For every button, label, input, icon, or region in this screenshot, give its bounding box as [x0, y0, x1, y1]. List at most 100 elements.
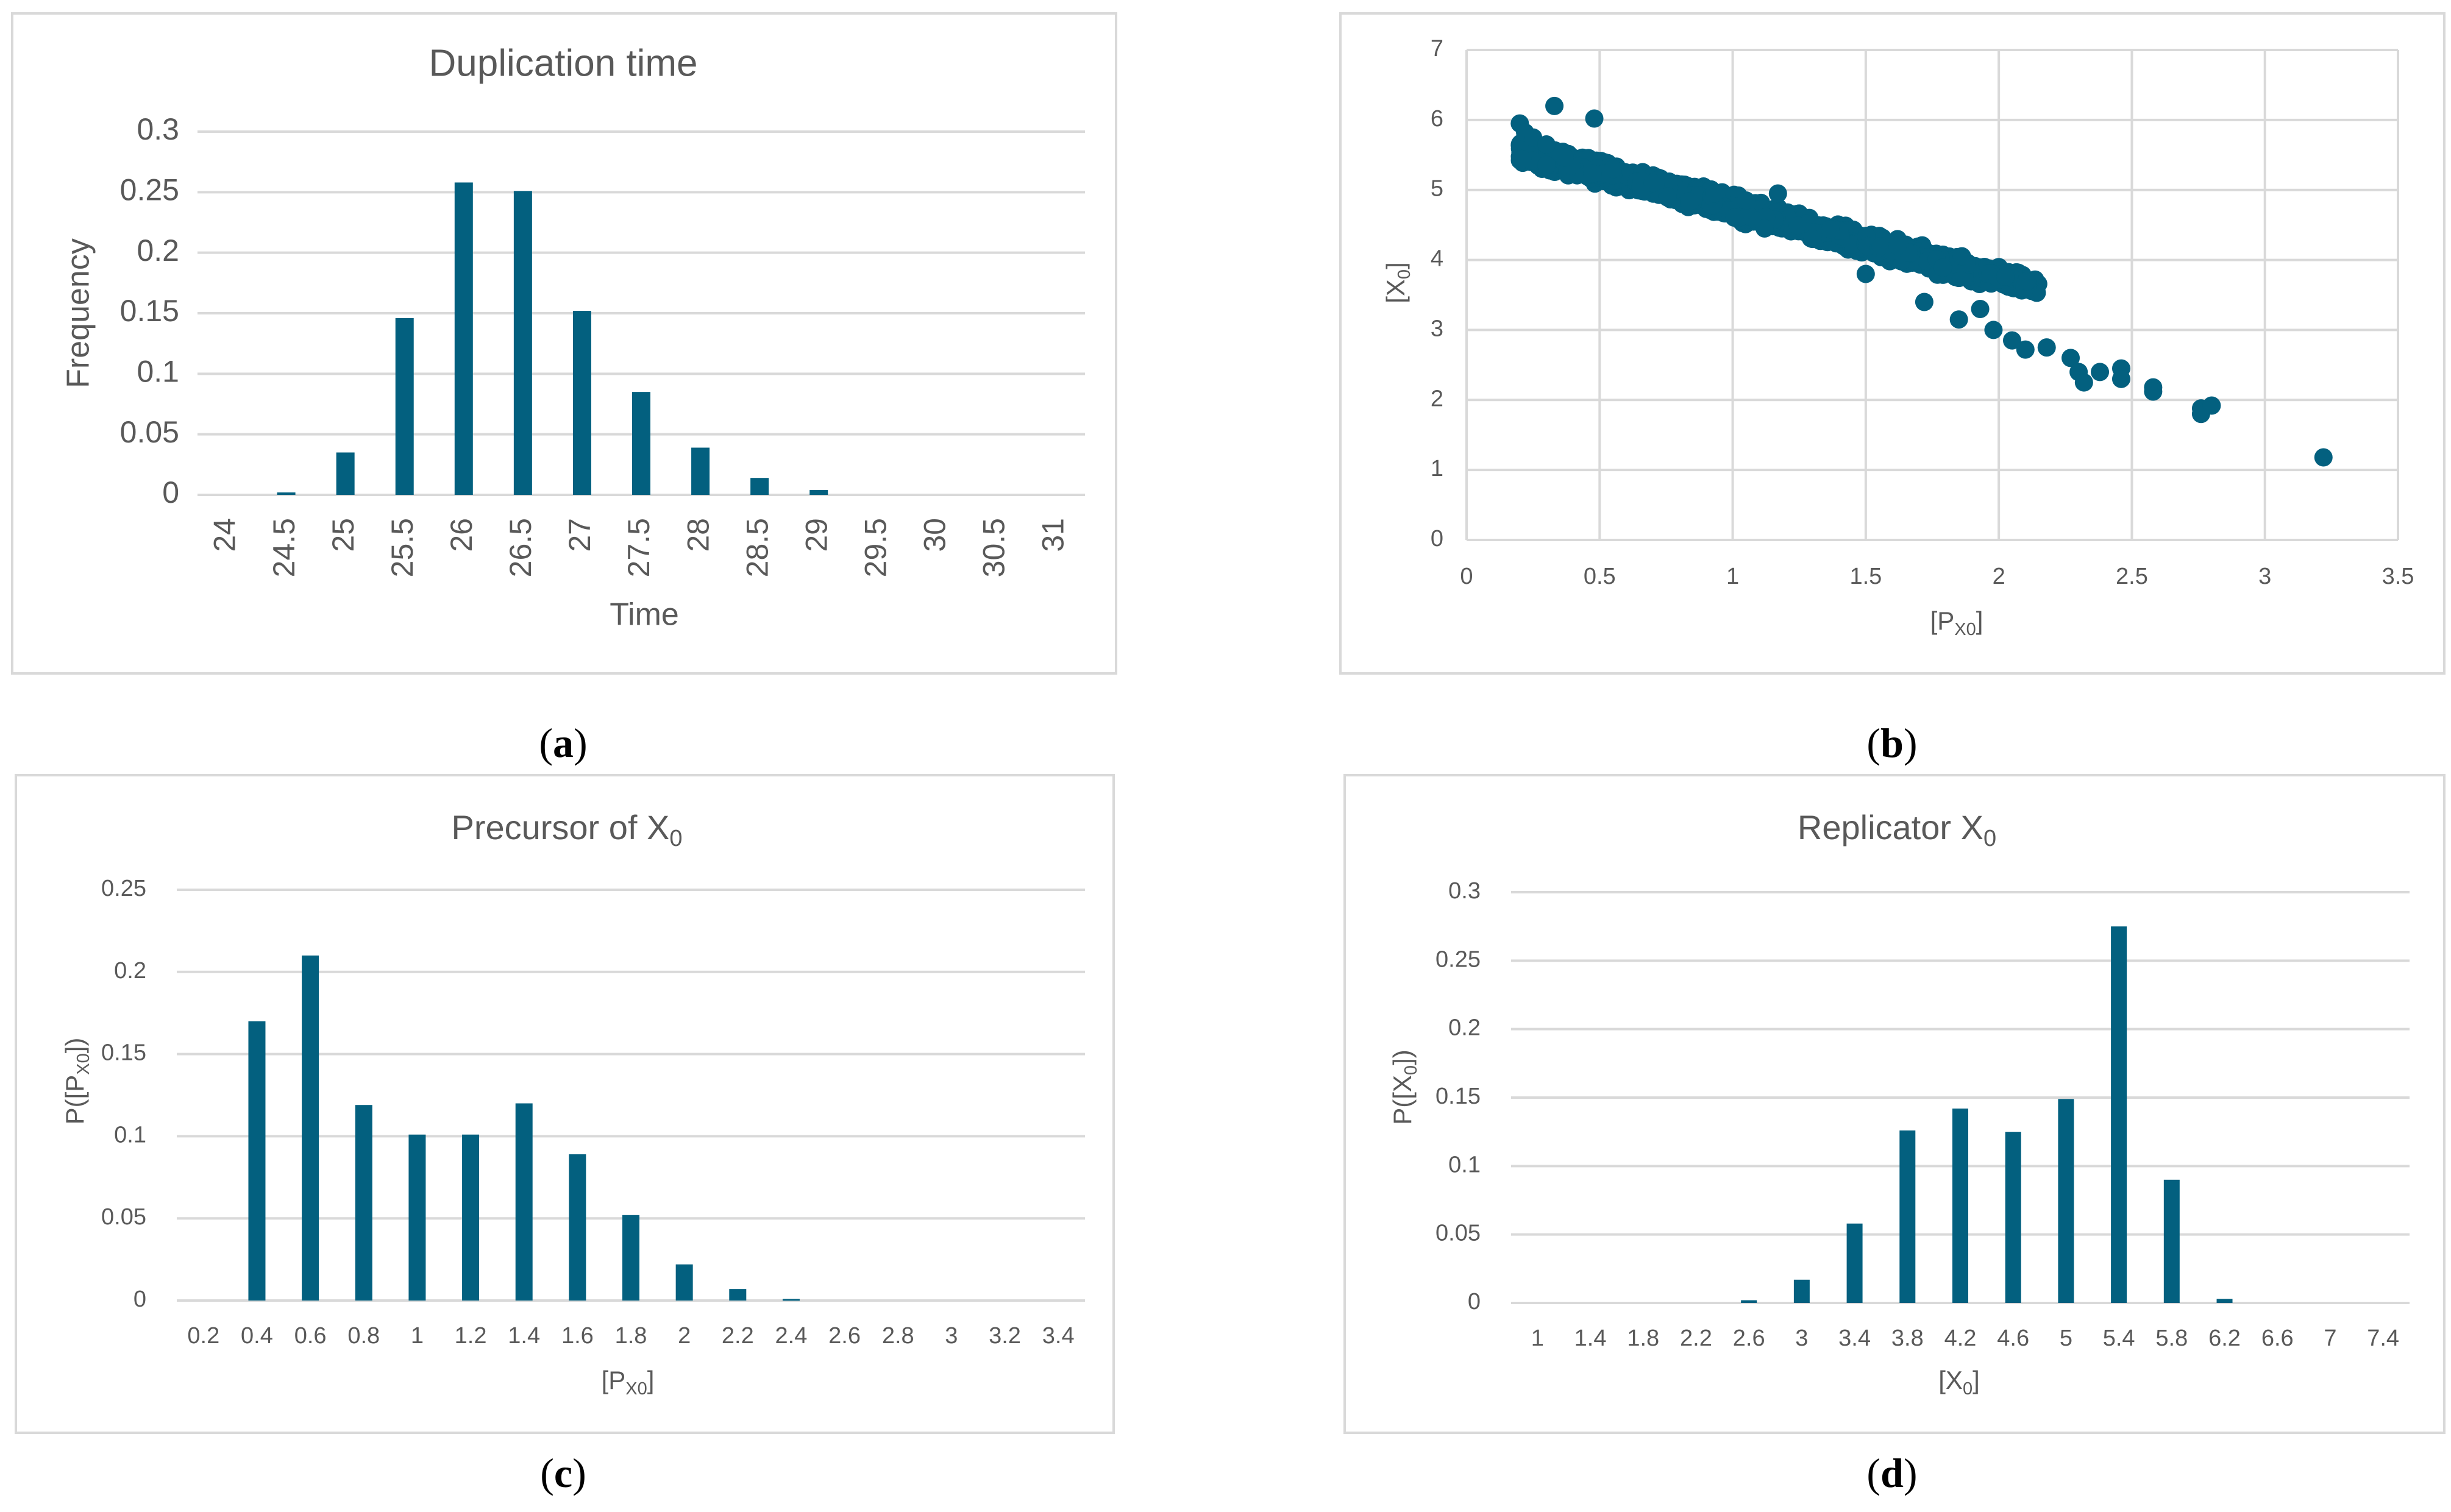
scatter-point	[1643, 174, 1662, 193]
x-tick-label: 1	[1726, 564, 1739, 589]
bar	[2216, 1299, 2233, 1303]
x-tick-label: 3.8	[1891, 1326, 1924, 1351]
x-tick-label: 1.4	[1574, 1326, 1607, 1351]
y-axis-label: [X0]	[1381, 262, 1414, 303]
x-tick-label: 0.4	[241, 1323, 273, 1349]
y-tick-label: 0.25	[101, 876, 146, 901]
x-tick-label: 2.4	[775, 1323, 808, 1349]
y-tick-label: 7	[1431, 36, 1443, 62]
x-tick-label: 2.8	[882, 1323, 914, 1349]
chart-panel-c: 0 0.05 0.1 0.15 0.2 0.25 0.2 0.4 0.6 0.8 1 1.2 1.4 1.…	[15, 774, 1115, 1434]
x-tick-label: 24.5	[267, 518, 301, 577]
scatter-point	[1871, 237, 1890, 256]
x-tick-label: 2.6	[828, 1323, 861, 1349]
scatter-point	[2091, 363, 2110, 382]
y-tick-label: 0.2	[114, 958, 146, 984]
bar	[569, 1154, 586, 1301]
bar	[1741, 1300, 1757, 1303]
x-tick-label: 5	[2060, 1326, 2072, 1351]
bar	[729, 1289, 747, 1301]
chart-b-svg: 0 1 2 3 4 5 6 7 0 0.5 1 1.5 2 2.5 3 3.5 [PX0] [X0]	[1381, 36, 2414, 639]
x-tick-label: 3.5	[2382, 564, 2414, 589]
x-tick-label: 30.5	[977, 518, 1011, 577]
scatter-point	[2314, 448, 2333, 467]
x-tick-label: 0.6	[294, 1323, 327, 1349]
scatter-point	[1788, 216, 1807, 235]
scatter-point	[2018, 272, 2037, 291]
bar	[336, 452, 355, 495]
caption-c: (c)	[540, 1450, 586, 1496]
bar	[750, 478, 769, 495]
x-tick-label: 28.5	[740, 518, 774, 577]
x-tick-label: 3	[945, 1323, 958, 1349]
x-tick-label: 0.8	[347, 1323, 380, 1349]
y-axis-label: Frequency	[61, 238, 96, 388]
scatter-point	[2202, 396, 2221, 415]
x-tick-label: 1.2	[455, 1323, 487, 1349]
x-tick-label: 26	[444, 518, 478, 552]
scatter-point	[1725, 208, 1744, 227]
x-tick-label: 1	[411, 1323, 424, 1349]
scatter-point	[1856, 264, 1875, 283]
scatter-point	[2016, 340, 2035, 359]
bar	[2163, 1179, 2180, 1303]
x-tick-label: 2.6	[1733, 1326, 1765, 1351]
x-tick-label: 1.5	[1849, 564, 1882, 589]
scatter-point	[1737, 191, 1756, 210]
bar	[572, 311, 591, 495]
bar	[462, 1134, 480, 1301]
x-tick-label: 27.5	[622, 518, 656, 577]
x-tick-label: 3.4	[1838, 1326, 1871, 1351]
bar	[622, 1215, 639, 1301]
bar	[1846, 1223, 1863, 1303]
chart-a-svg: 0 0.05 0.1 0.15 0.2 0.25 0.3 24 24.5 25 25.5 26 26.5…	[61, 42, 1085, 633]
scatter-point	[1803, 230, 1822, 249]
scatter-point	[1952, 247, 1971, 266]
y-tick-label: 0.05	[101, 1204, 146, 1230]
scatter-point	[1513, 149, 1532, 168]
x-tick-label: 29	[799, 518, 833, 552]
chart-title: Duplication time	[429, 42, 697, 84]
scatter-point	[1556, 148, 1574, 167]
scatter-point	[2144, 382, 2163, 401]
scatter-point	[1888, 236, 1907, 255]
scatter-point	[1680, 192, 1699, 211]
y-tick-label: 0.2	[137, 233, 179, 268]
bar	[395, 318, 414, 495]
x-tick-label: 1.8	[615, 1323, 647, 1349]
bar	[515, 1103, 533, 1301]
bar	[248, 1021, 266, 1301]
scatter-point	[2002, 331, 2021, 350]
caption-b: (b)	[1866, 720, 1918, 766]
scatter-point	[1915, 293, 1933, 311]
y-axis-label: P([X0])	[1388, 1049, 1421, 1124]
bar	[408, 1134, 426, 1301]
bar	[302, 955, 319, 1301]
chart-c-svg: 0 0.05 0.1 0.15 0.2 0.25 0.2 0.4 0.6 0.8 1 1.2 1.4 1.…	[60, 808, 1085, 1399]
bar	[1899, 1130, 1916, 1303]
x-axis-label: [X0]	[1938, 1366, 1980, 1399]
bar	[1952, 1108, 1968, 1303]
x-axis-label: [PX0]	[602, 1366, 655, 1399]
scatter-point	[1971, 299, 1990, 318]
x-tick-label: 2.5	[2116, 564, 2148, 589]
chart-panel-b: 0 1 2 3 4 5 6 7 0 0.5 1 1.5 2 2.5 3 3.5 [PX0] [X0]	[1339, 12, 2446, 675]
bar	[2005, 1132, 2021, 1303]
bar	[691, 447, 710, 495]
x-tick-label: 1.8	[1627, 1326, 1659, 1351]
x-tick-label: 7	[2324, 1326, 2336, 1351]
y-tick-label: 0.1	[114, 1122, 146, 1148]
scatter-point	[1585, 109, 1604, 128]
chart-title: Replicator X0	[1798, 808, 1996, 851]
y-tick-label: 0.1	[137, 355, 179, 389]
scatter-point	[1996, 267, 2015, 286]
y-tick-label: 6	[1431, 106, 1443, 132]
bar	[2111, 926, 2127, 1303]
scatter-point	[1658, 187, 1677, 206]
y-axis-label: P([PX0])	[60, 1038, 93, 1125]
caption-a: (a)	[539, 720, 588, 766]
scatter-point	[1933, 258, 1952, 277]
y-tick-label: 0	[1431, 526, 1443, 552]
x-tick-label: 3.2	[989, 1323, 1021, 1349]
y-tick-label: 3	[1431, 316, 1443, 341]
